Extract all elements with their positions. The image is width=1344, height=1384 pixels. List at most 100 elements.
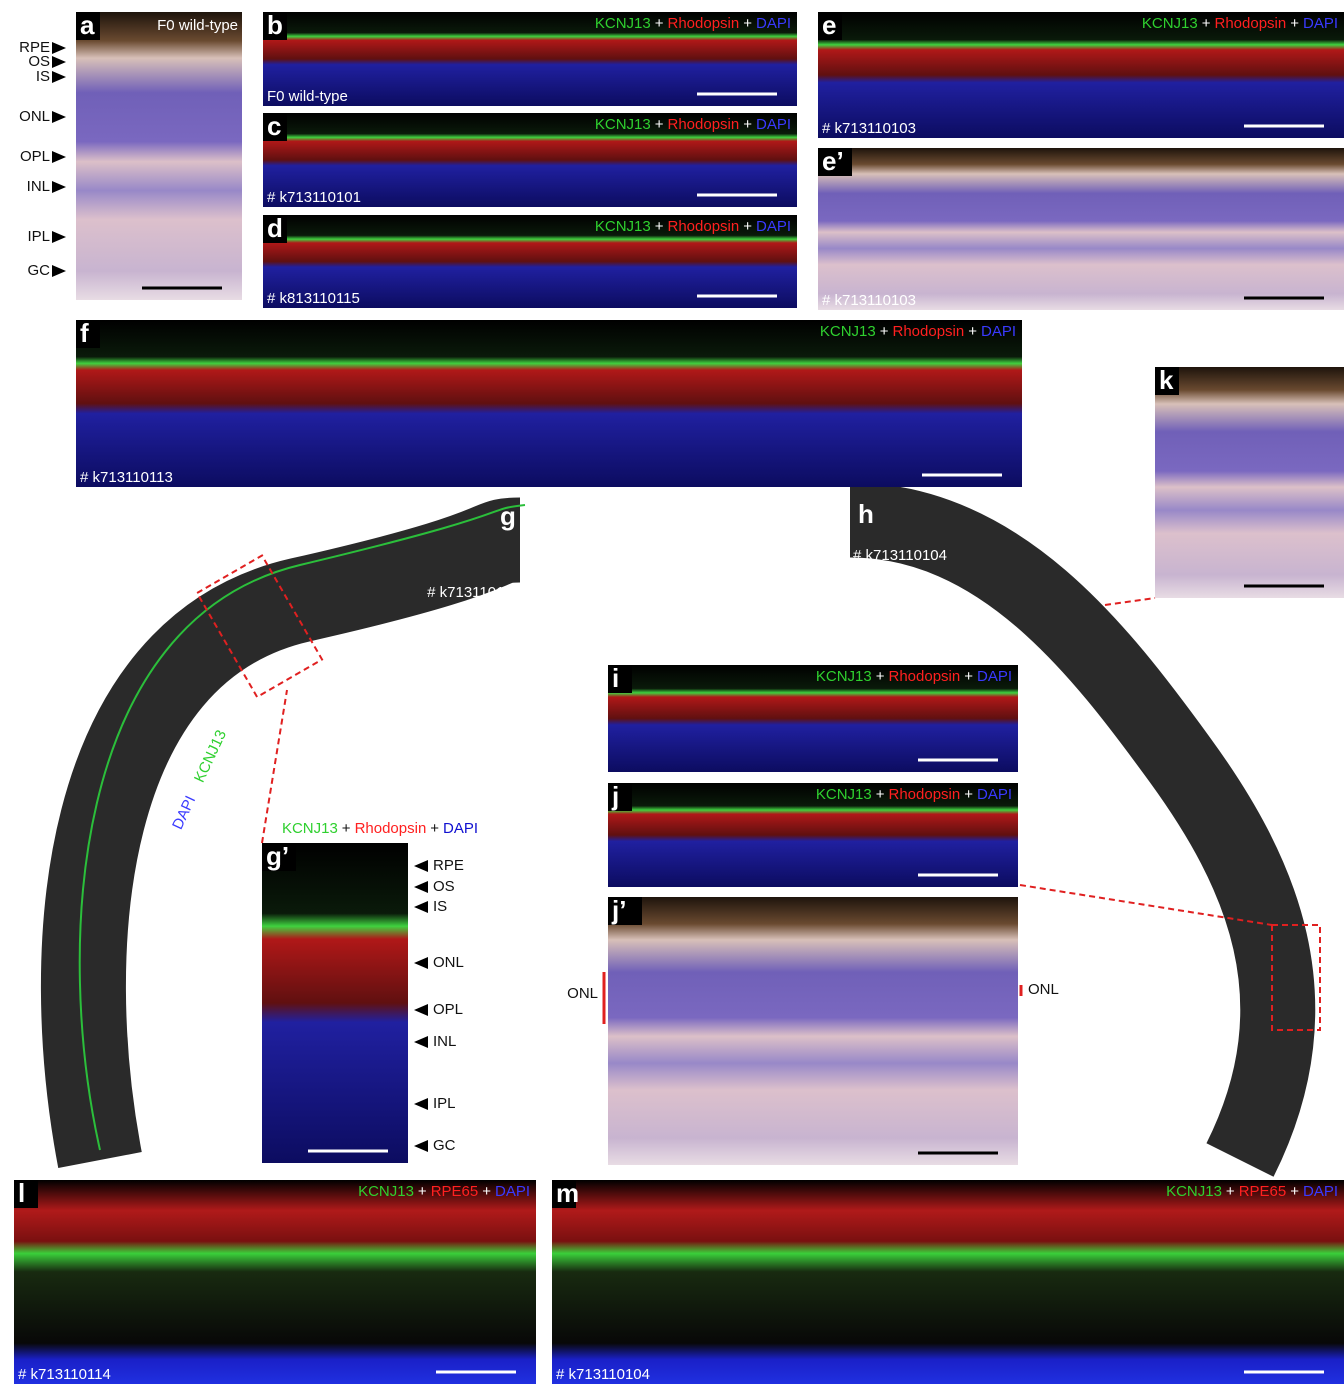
stain-label: KCNJ13 + Rhodopsin + DAPI <box>820 323 1016 340</box>
layer-label: INL <box>433 1033 456 1050</box>
panel-letter: a <box>80 10 95 40</box>
stain-word: DAPI <box>443 820 478 837</box>
stain-word: DAPI <box>756 116 791 133</box>
stain-word: + <box>876 786 885 803</box>
letter-box <box>608 665 632 693</box>
sample-label: # k713110114 <box>18 1366 111 1383</box>
panel-letter: g <box>500 501 516 531</box>
stain-label: KCNJ13 + RPE65 + DAPI <box>1166 1183 1338 1200</box>
stain-label: KCNJ13 + Rhodopsin + DAPI <box>816 668 1012 685</box>
stain-word: KCNJ13 <box>1166 1183 1222 1200</box>
micrograph <box>608 897 1018 1165</box>
sample-label: # k713110113 <box>80 469 173 486</box>
stain-word: Rhodopsin <box>355 820 427 837</box>
stain-label: KCNJ13 + Rhodopsin + DAPI <box>595 15 791 32</box>
stain-word: DAPI <box>756 218 791 235</box>
stain-word: + <box>1226 1183 1235 1200</box>
layer-label: GC <box>433 1137 456 1154</box>
panel-letter: b <box>267 10 283 40</box>
letter-box <box>818 148 852 176</box>
layer-arrow <box>414 881 428 893</box>
layer-arrow <box>414 860 428 872</box>
stain-label: KCNJ13 + Rhodopsin + DAPI <box>816 786 1012 803</box>
stain-word: KCNJ13 <box>820 323 876 340</box>
layer-label: OS <box>433 878 455 895</box>
stain-word: + <box>342 820 351 837</box>
sample-label: # k713110104 <box>556 1366 650 1383</box>
stain-word: RPE65 <box>1239 1183 1287 1200</box>
layer-label: IPL <box>27 228 50 245</box>
letter-box <box>608 897 642 925</box>
letter-box <box>552 1180 576 1208</box>
zoom-line <box>261 689 288 844</box>
layer-arrow <box>414 1098 428 1110</box>
layer-arrow <box>414 901 428 913</box>
letter-box <box>76 320 100 348</box>
stain-label: KCNJ13 + Rhodopsin + DAPI <box>282 820 478 837</box>
micrograph <box>14 1180 536 1384</box>
micrograph <box>263 113 797 207</box>
stain-word: + <box>1290 1183 1299 1200</box>
stain-word: KCNJ13 <box>595 218 651 235</box>
sample-label: # k713110114 <box>427 584 520 601</box>
sample-label: F0 wild-type <box>157 17 238 34</box>
panel-letter: f <box>80 318 89 348</box>
sample-label: # k713110103 <box>822 120 916 137</box>
stain-word: Rhodopsin <box>893 323 965 340</box>
panel-letter: m <box>556 1178 579 1208</box>
letter-box <box>608 783 632 811</box>
stain-word: + <box>1290 15 1299 32</box>
micrograph <box>263 215 797 308</box>
stain-word: + <box>964 786 973 803</box>
stain-word: Rhodopsin <box>668 218 740 235</box>
letter-box <box>262 843 296 871</box>
letter-box <box>263 215 287 243</box>
stain-word: + <box>430 820 439 837</box>
layer-arrow <box>52 56 66 68</box>
stain-word: + <box>1202 15 1211 32</box>
zoom-box <box>195 554 324 699</box>
layer-arrow <box>52 231 66 243</box>
zoom-line <box>1019 884 1273 926</box>
stain-word: KCNJ13 <box>816 668 872 685</box>
stain-word: DAPI <box>977 668 1012 685</box>
stain-word: + <box>482 1183 491 1200</box>
micrograph <box>608 665 1018 772</box>
stain-word: DAPI <box>1303 15 1338 32</box>
layer-label: IS <box>433 898 447 915</box>
stain-word: DAPI <box>169 793 199 832</box>
micrograph <box>818 12 1344 138</box>
stain-label: DAPI+KCNJ13 <box>169 727 230 832</box>
panel-letter: j <box>611 781 619 811</box>
layer-label: INL <box>27 178 50 195</box>
micrograph <box>262 843 408 1163</box>
sample-label: F0 wild-type <box>267 88 348 105</box>
panel-letter: d <box>267 213 283 243</box>
stain-word: + <box>418 1183 427 1200</box>
sample-label: # k713110101 <box>267 189 361 206</box>
stain-word: KCNJ13 <box>595 116 651 133</box>
letter-box <box>1155 367 1179 395</box>
sample-label: # k713110104 <box>853 547 947 564</box>
panel-letter: e’ <box>822 146 844 176</box>
letter-box <box>76 12 100 40</box>
layer-label: GC <box>28 262 51 279</box>
stain-word: DAPI <box>977 786 1012 803</box>
layer-label: RPE <box>19 39 50 56</box>
layer-label: OPL <box>433 1001 463 1018</box>
layer-arrow <box>52 151 66 163</box>
panel-letter: h <box>858 499 874 529</box>
micrograph <box>552 1180 1344 1384</box>
stain-word: DAPI <box>756 15 791 32</box>
stain-word: + <box>655 116 664 133</box>
layer-label: OS <box>28 53 50 70</box>
layer-arrow <box>52 71 66 83</box>
layer-label: ONL <box>567 985 598 1002</box>
stain-word: Rhodopsin <box>1215 15 1287 32</box>
retina-section <box>40 497 521 1168</box>
layer-label: ONL <box>433 954 464 971</box>
panel-letter: l <box>18 1178 25 1208</box>
letter-box <box>263 12 287 40</box>
layer-label: ONL <box>19 108 50 125</box>
stain-word: KCNJ13 <box>1142 15 1198 32</box>
